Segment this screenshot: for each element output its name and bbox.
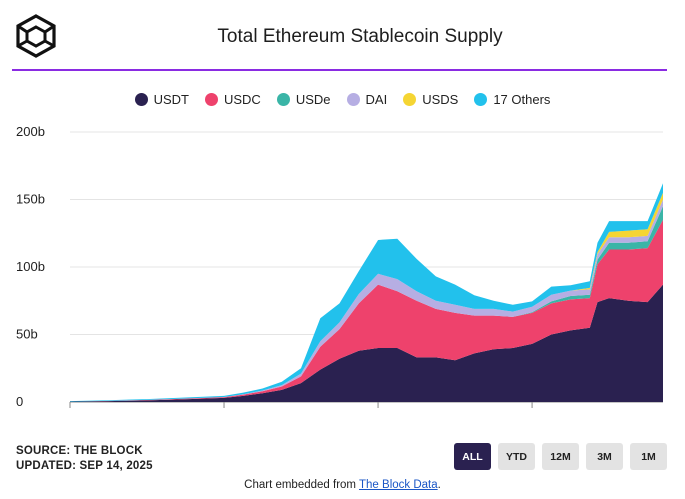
x-tick-label: 2024 xyxy=(518,412,547,415)
legend-label: USDS xyxy=(422,92,459,107)
range-button-ytd[interactable]: YTD xyxy=(498,443,535,470)
legend-swatch xyxy=(474,93,488,106)
embed-prefix: Chart embedded from xyxy=(244,479,357,491)
legend-item-17-others[interactable]: 17 Others xyxy=(474,92,550,107)
y-tick-label: 0 xyxy=(16,394,23,409)
series-area-dai[interactable] xyxy=(70,199,663,402)
x-tick-label: 2020 xyxy=(210,412,239,415)
legend-label: USDe xyxy=(295,92,331,107)
chart-header: Total Ethereum Stablecoin Supply xyxy=(0,0,685,71)
legend-item-usdc[interactable]: USDC xyxy=(204,92,261,107)
y-tick-label: 200b xyxy=(16,124,45,139)
chart-title: Total Ethereum Stablecoin Supply xyxy=(217,26,503,47)
legend-label: USDT xyxy=(153,92,189,107)
updated-text: UPDATED: SEP 14, 2025 xyxy=(16,460,153,472)
legend-swatch xyxy=(134,93,148,106)
series-area-usdc[interactable] xyxy=(70,219,663,402)
title-divider xyxy=(12,69,667,71)
y-tick-label: 50b xyxy=(16,327,38,342)
legend-label: DAI xyxy=(365,92,388,107)
range-button-1m[interactable]: 1M xyxy=(630,443,667,470)
stacked-area-chart: 0 50b 100b 150b 200b 2018 2020 2022 2024 xyxy=(16,124,663,415)
legend-swatch xyxy=(204,93,218,106)
x-tick-label: 2018 xyxy=(56,412,85,415)
source-text: SOURCE: THE BLOCK xyxy=(16,445,143,457)
range-button-3m[interactable]: 3M xyxy=(586,443,623,470)
y-tick-label: 100b xyxy=(16,259,45,274)
embed-suffix: . xyxy=(437,479,441,491)
range-selector: ALL YTD 12M 3M 1M xyxy=(454,443,667,470)
legend-swatch xyxy=(403,93,417,106)
series-area-usdt[interactable] xyxy=(70,284,663,402)
y-tick-label: 150b xyxy=(16,192,45,207)
legend-item-dai[interactable]: DAI xyxy=(346,92,388,107)
legend-swatch xyxy=(346,93,360,106)
legend-label: USDC xyxy=(223,92,261,107)
the-block-logo-icon xyxy=(16,14,56,58)
legend-item-usde[interactable]: USDe xyxy=(276,92,331,107)
legend-item-usdt[interactable]: USDT xyxy=(134,92,189,107)
embed-credit: Chart embedded from The Block Data. xyxy=(0,479,685,491)
range-button-all[interactable]: ALL xyxy=(454,443,491,470)
x-tick-label: 2022 xyxy=(364,412,393,415)
legend-swatch xyxy=(276,93,290,106)
legend-label: 17 Others xyxy=(493,92,551,107)
legend-item-usds[interactable]: USDS xyxy=(403,92,458,107)
range-button-12m[interactable]: 12M xyxy=(542,443,579,470)
source-info: SOURCE: THE BLOCK UPDATED: SEP 14, 2025 xyxy=(16,444,153,474)
chart-legend: USDT USDC USDe DAI USDS 17 Others xyxy=(0,92,685,107)
series-area-17-others[interactable] xyxy=(70,183,663,402)
the-block-data-link[interactable]: The Block Data xyxy=(359,479,438,491)
